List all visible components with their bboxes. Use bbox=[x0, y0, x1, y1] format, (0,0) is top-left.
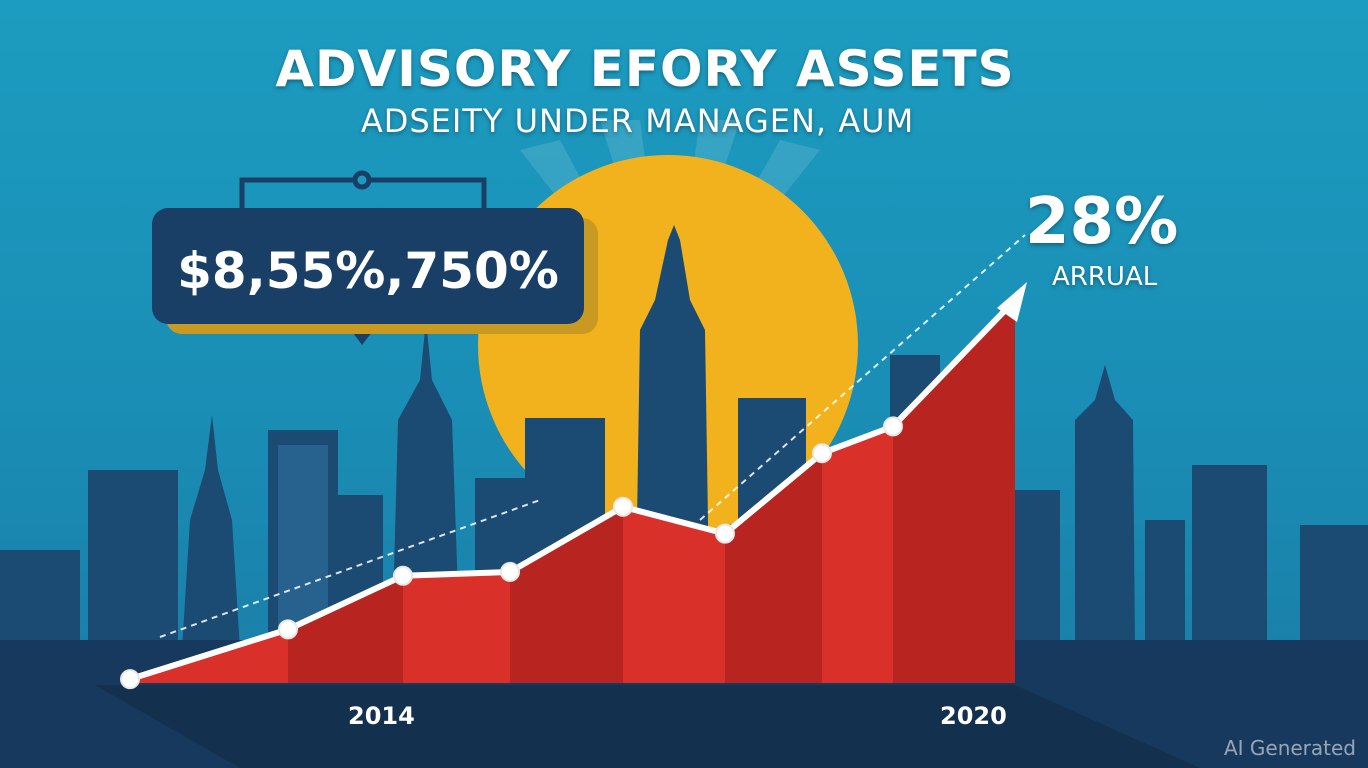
callout-pointer bbox=[345, 322, 380, 345]
page-title: ADVISORY EFORY ASSETS bbox=[275, 40, 1015, 98]
area-segment bbox=[510, 506, 623, 683]
area-segment bbox=[623, 506, 725, 683]
x-tick-label-end: 2020 bbox=[940, 702, 1007, 730]
callout-connector bbox=[239, 170, 487, 208]
building-windows bbox=[278, 445, 328, 635]
aum-value: $8,55%,750% bbox=[177, 242, 559, 300]
arrow-head bbox=[997, 282, 1027, 322]
data-point bbox=[500, 561, 520, 582]
data-point bbox=[393, 565, 413, 586]
page-subtitle: ADSEITY UNDER MANAGEN, AUM bbox=[360, 102, 915, 140]
growth-label: ARRUAL bbox=[1052, 262, 1158, 292]
data-point bbox=[812, 443, 832, 464]
area-segment bbox=[725, 453, 822, 683]
data-point bbox=[613, 496, 633, 517]
aum-callout: $8,55%,750% bbox=[152, 208, 584, 324]
data-point bbox=[883, 416, 903, 437]
data-point bbox=[120, 669, 140, 690]
growth-percent: 28% bbox=[1025, 185, 1179, 259]
chart-area bbox=[120, 234, 1027, 690]
x-tick-label-start: 2014 bbox=[348, 702, 415, 730]
data-point bbox=[278, 619, 298, 640]
trend-line bbox=[159, 499, 541, 638]
ground-shadow bbox=[95, 685, 1200, 768]
data-point bbox=[715, 523, 735, 544]
area-segment bbox=[403, 571, 510, 683]
area-segment bbox=[288, 575, 403, 683]
watermark: AI Generated bbox=[1223, 736, 1356, 760]
area-segment bbox=[822, 426, 893, 683]
